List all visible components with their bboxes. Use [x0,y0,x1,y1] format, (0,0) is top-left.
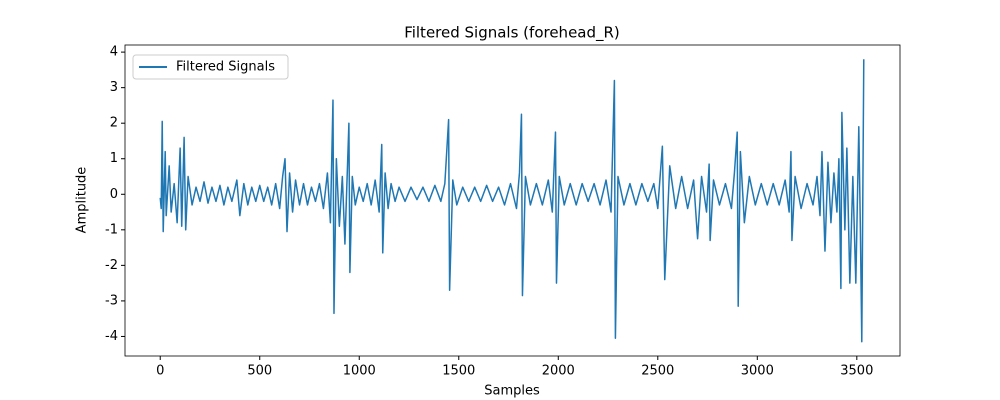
y-tick-label: -2 [105,258,118,273]
x-tick-label: 1000 [343,364,376,379]
legend-box [132,54,289,80]
y-tick-label: -1 [105,222,118,237]
x-tick-label: 2500 [641,364,674,379]
x-tick-label: 1500 [442,364,475,379]
x-tick-label: 0 [156,364,164,379]
y-axis-label: Amplitude [75,167,90,234]
x-axis-label: Samples [484,384,540,399]
plot-frame [124,44,901,357]
line-series [159,59,865,343]
y-tick-label: 3 [110,80,118,95]
legend-label: Filtered Signals [176,60,275,75]
x-tick-label: 3000 [741,364,774,379]
y-tick-label: -3 [105,293,118,308]
y-tick-label: 0 [110,187,118,202]
x-tick-label: 3500 [840,364,873,379]
y-tick-label: 4 [110,45,118,60]
chart-title: Filtered Signals (forehead_R) [404,24,620,43]
y-tick-label: 2 [110,116,118,131]
x-tick-label: 500 [247,364,272,379]
y-tick-label: -4 [105,329,118,344]
x-tick-label: 2000 [542,364,575,379]
y-tick-label: 1 [110,151,118,166]
